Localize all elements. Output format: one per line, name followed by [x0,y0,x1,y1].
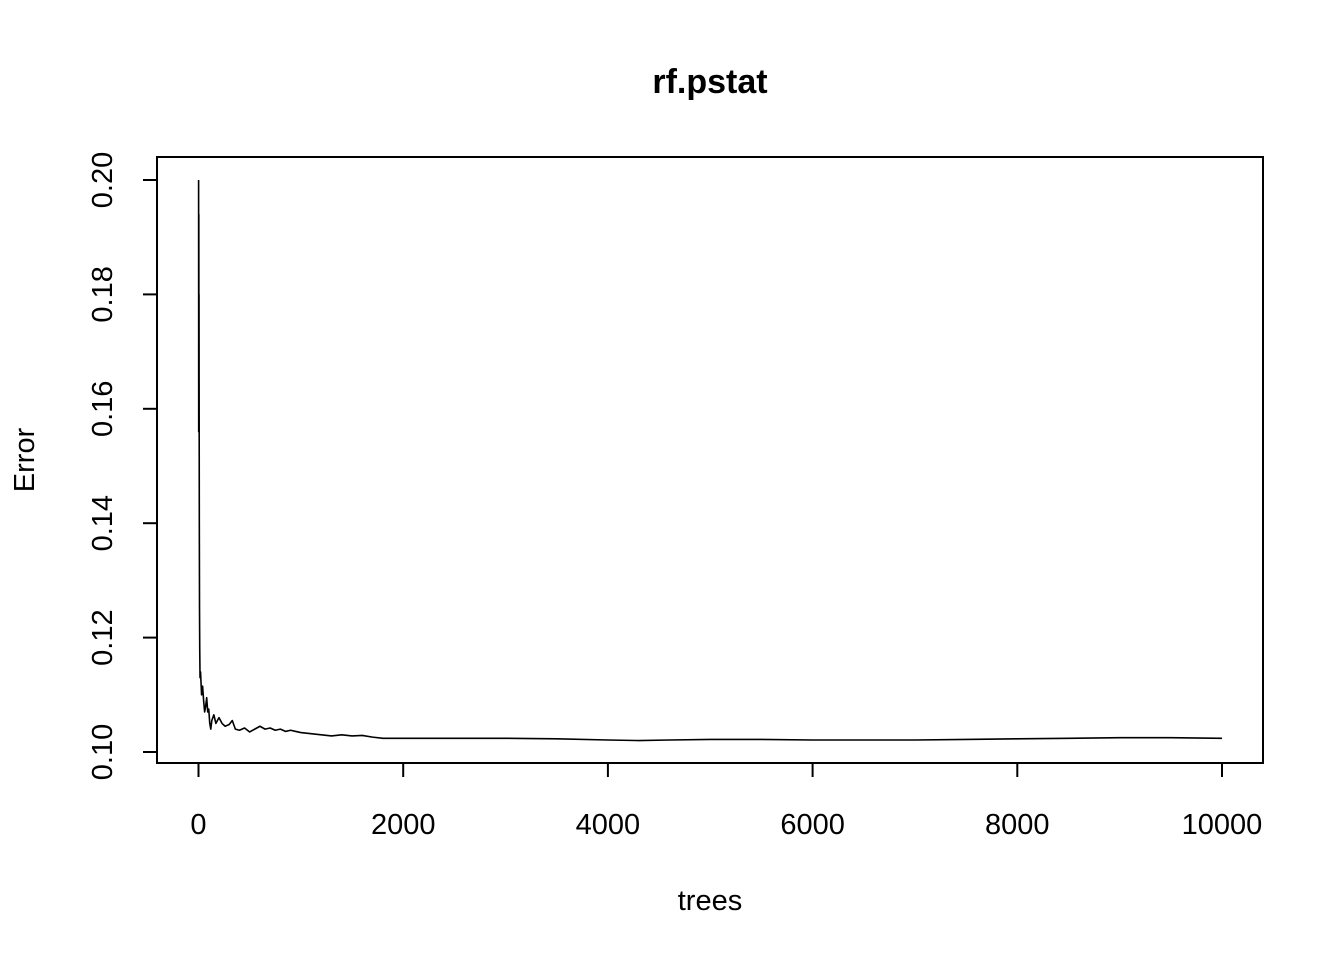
x-tick-label: 6000 [780,809,845,841]
y-tick-label: 0.16 [87,381,119,437]
y-tick-label: 0.20 [87,152,119,208]
y-tick-label: 0.12 [87,609,119,665]
x-axis: 0 2000 4000 6000 8000 10000 [190,762,1263,841]
x-axis-label: trees [678,885,742,917]
y-tick-label: 0.18 [87,266,119,322]
error-series-line [197,179,1223,742]
y-axis-label: Error [9,427,41,492]
plot-frame [156,156,1264,764]
x-tick-label: 2000 [371,809,436,841]
y-tick-label: 0.10 [87,724,119,780]
y-axis: 0.10 0.12 0.14 0.16 0.18 0.20 [87,152,158,780]
y-tick-label: 0.14 [87,495,119,551]
chart-title: rf.pstat [652,63,767,101]
x-tick-label: 10000 [1182,809,1263,841]
x-tick-label: 8000 [985,809,1050,841]
x-tick-label: 4000 [576,809,641,841]
x-tick-label: 0 [190,809,206,841]
